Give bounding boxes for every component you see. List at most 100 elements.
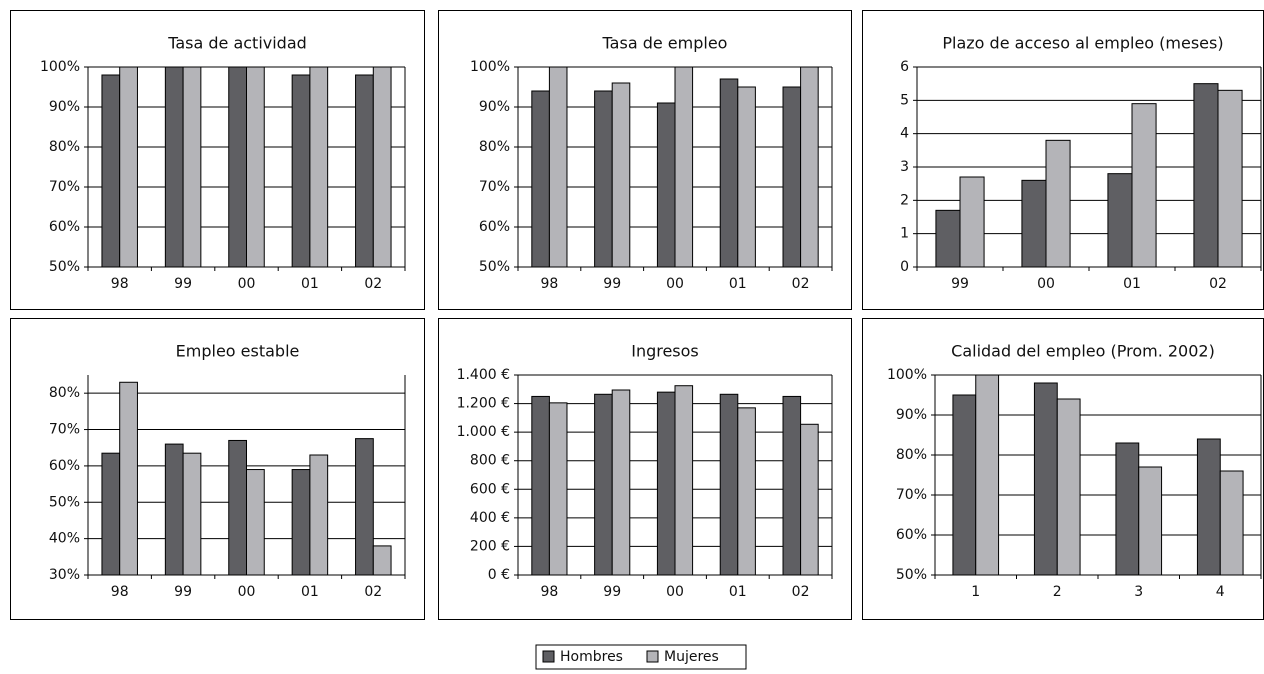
- bar: [355, 74, 374, 268]
- bar: [548, 402, 568, 576]
- bar: [246, 469, 265, 576]
- bar: [119, 381, 138, 576]
- chart-title: Calidad del empleo (Prom. 2002): [951, 342, 1215, 361]
- x-tick-label: 99: [951, 276, 969, 292]
- y-tick-label: 1: [900, 226, 909, 242]
- bar: [355, 438, 374, 576]
- bar: [182, 66, 202, 268]
- y-tick-label: 40%: [49, 531, 80, 547]
- bar: [1138, 466, 1163, 576]
- bar: [674, 385, 694, 576]
- y-tick-label: 60%: [479, 219, 510, 235]
- bar: [1045, 139, 1071, 268]
- bar: [611, 82, 631, 268]
- bar: [611, 389, 631, 576]
- bar: [1196, 438, 1221, 576]
- y-tick-label: 100%: [40, 59, 80, 75]
- bar: [1021, 179, 1047, 268]
- bar: [101, 74, 121, 268]
- bar: [309, 454, 329, 576]
- y-tick-label: 600 €: [470, 481, 510, 497]
- bar: [656, 102, 676, 268]
- legend-swatch: [542, 650, 555, 663]
- x-tick-label: 99: [603, 584, 621, 600]
- y-tick-label: 30%: [49, 567, 80, 583]
- y-tick-label: 80%: [479, 139, 510, 155]
- x-tick-label: 01: [1123, 276, 1141, 292]
- x-tick-label: 00: [1037, 276, 1055, 292]
- y-tick-label: 0 €: [488, 567, 510, 583]
- y-tick-label: 80%: [49, 139, 80, 155]
- y-tick-label: 1.000 €: [457, 424, 510, 440]
- x-tick-label: 98: [540, 276, 558, 292]
- y-tick-label: 70%: [479, 179, 510, 195]
- y-tick-label: 50%: [49, 494, 80, 510]
- bar: [372, 545, 392, 576]
- x-tick-label: 00: [238, 584, 256, 600]
- bar: [1033, 382, 1058, 576]
- y-tick-label: 70%: [49, 422, 80, 438]
- bar: [531, 395, 550, 576]
- x-tick-label: 99: [603, 276, 621, 292]
- x-tick-label: 3: [1134, 584, 1143, 600]
- chart-title: Tasa de actividad: [167, 34, 307, 53]
- bar: [656, 391, 676, 576]
- y-tick-label: 100%: [470, 59, 510, 75]
- bar: [719, 78, 739, 268]
- x-tick-label: 99: [174, 584, 192, 600]
- x-tick-label: 02: [364, 584, 382, 600]
- x-tick-label: 01: [729, 276, 747, 292]
- bar: [1217, 89, 1243, 268]
- bar: [531, 90, 550, 268]
- bar: [800, 66, 819, 268]
- y-tick-label: 200 €: [470, 538, 510, 554]
- x-tick-label: 02: [364, 276, 382, 292]
- x-tick-label: 99: [174, 276, 192, 292]
- bar: [800, 423, 819, 576]
- bar: [959, 176, 985, 268]
- y-tick-label: 2: [900, 192, 909, 208]
- bar: [952, 394, 977, 576]
- y-tick-label: 50%: [896, 567, 927, 583]
- y-tick-label: 80%: [49, 385, 80, 401]
- x-tick-label: 4: [1216, 584, 1225, 600]
- bar: [291, 74, 311, 268]
- y-tick-label: 1.200 €: [457, 396, 510, 412]
- y-tick-label: 3: [900, 159, 909, 175]
- y-tick-label: 90%: [896, 407, 927, 423]
- bar: [782, 86, 802, 268]
- x-tick-label: 2: [1053, 584, 1062, 600]
- legend-swatch: [646, 650, 659, 663]
- y-tick-label: 70%: [49, 179, 80, 195]
- x-tick-label: 01: [301, 584, 319, 600]
- bar: [1107, 173, 1133, 268]
- x-tick-label: 01: [301, 276, 319, 292]
- bar: [1115, 442, 1140, 576]
- bar: [309, 66, 329, 268]
- x-tick-label: 00: [666, 584, 684, 600]
- bar: [548, 66, 568, 268]
- bar: [164, 66, 184, 268]
- y-tick-label: 100%: [887, 367, 927, 383]
- chart-title: Plazo de acceso al empleo (meses): [942, 34, 1223, 53]
- legend-label: Hombres: [560, 649, 623, 665]
- bar: [101, 452, 121, 576]
- bar: [782, 395, 802, 576]
- x-tick-label: 01: [729, 584, 747, 600]
- y-tick-label: 80%: [896, 447, 927, 463]
- bar: [291, 469, 311, 576]
- y-tick-label: 50%: [479, 259, 510, 275]
- y-tick-label: 4: [900, 126, 909, 142]
- bar: [1056, 398, 1081, 576]
- bar: [594, 90, 613, 268]
- x-tick-label: 1: [971, 584, 980, 600]
- x-tick-label: 02: [792, 276, 810, 292]
- bar: [164, 443, 184, 576]
- bar: [719, 393, 739, 576]
- bar: [935, 209, 961, 268]
- x-tick-label: 00: [666, 276, 684, 292]
- chart-title: Ingresos: [631, 342, 699, 361]
- y-tick-label: 90%: [49, 99, 80, 115]
- x-tick-label: 98: [111, 584, 129, 600]
